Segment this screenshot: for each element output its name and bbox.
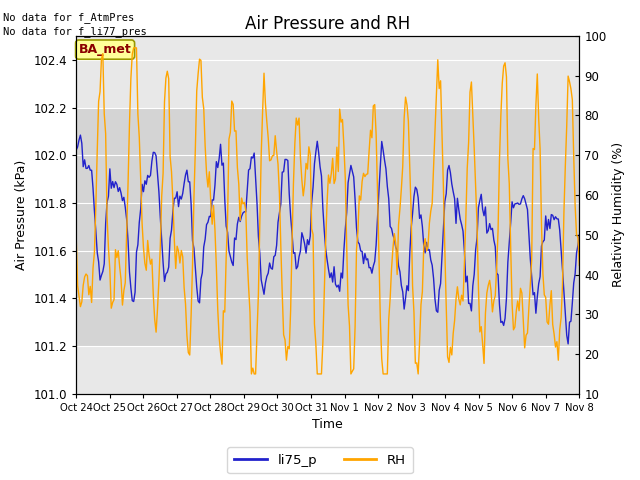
Y-axis label: Relativity Humidity (%): Relativity Humidity (%) (612, 142, 625, 288)
Bar (76, 108, 579, 346)
Text: BA_met: BA_met (79, 43, 131, 56)
Y-axis label: Air Pressure (kPa): Air Pressure (kPa) (15, 160, 28, 270)
Legend: li75_p, RH: li75_p, RH (227, 447, 413, 473)
Title: Air Pressure and RH: Air Pressure and RH (245, 15, 410, 33)
X-axis label: Time: Time (312, 419, 343, 432)
Text: No data for f_li77_pres: No data for f_li77_pres (3, 26, 147, 37)
Text: No data for f_AtmPres: No data for f_AtmPres (3, 12, 134, 23)
